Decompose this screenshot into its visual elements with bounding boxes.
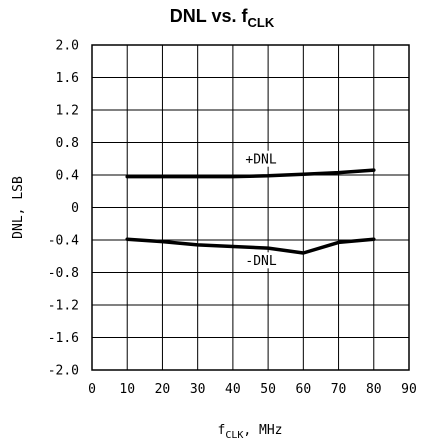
- y-tick-label: -0.4: [48, 234, 79, 249]
- x-axis-label-units: , MHz: [243, 423, 282, 438]
- x-axis-label-main: f: [217, 423, 225, 438]
- y-tick-label: -1.2: [48, 299, 79, 314]
- y-tick-label: -2.0: [48, 364, 79, 379]
- series-labels: +DNL -DNL: [240, 150, 282, 269]
- series-line-minus-dnl: [125, 237, 376, 255]
- x-tick-label: 40: [225, 382, 241, 397]
- chart-title: DNL vs. fCLK: [170, 6, 275, 30]
- y-tick-label: 1.2: [56, 104, 79, 119]
- x-tick-label: 20: [155, 382, 171, 397]
- series-line-plus-dnl: [125, 168, 376, 179]
- x-tick-label: 30: [190, 382, 206, 397]
- series-lines: [125, 168, 376, 255]
- chart-title-main: DNL vs. f: [170, 6, 249, 26]
- x-tick-label: 80: [366, 382, 382, 397]
- series-label: -DNL: [245, 254, 276, 269]
- y-tick-label: 0: [71, 201, 79, 216]
- x-tick-label: 50: [260, 382, 276, 397]
- series-label-background: [240, 150, 282, 167]
- y-tick-label: 1.6: [56, 71, 79, 86]
- x-tick-label: 60: [296, 382, 312, 397]
- y-tick-label: -0.8: [48, 266, 79, 281]
- plot-frame: [91, 44, 410, 371]
- chart-title-subscript: CLK: [247, 15, 274, 30]
- y-tick-label: 0.8: [56, 136, 79, 151]
- y-tick-label: -1.6: [48, 331, 79, 346]
- x-tick-label: 10: [119, 382, 135, 397]
- x-tick-label: 90: [401, 382, 417, 397]
- y-axis-label: DNL, LSB: [11, 176, 26, 239]
- y-tick-label: 2.0: [56, 39, 79, 54]
- y-tick-label: 0.4: [56, 169, 80, 184]
- y-tick-labels: 2.0 1.6 1.2 0.8 0.4 0 -0.4 -0.8 -1.2 -1.6 -2.0: [48, 39, 79, 379]
- x-axis-label: fCLK, MHz: [217, 423, 282, 441]
- x-tick-labels: 0 10 20 30 40 50 60 70 80 90: [88, 382, 417, 397]
- x-axis-label-subscript: CLK: [225, 430, 243, 441]
- series-label-background: [240, 252, 282, 269]
- x-tick-label: 0: [88, 382, 96, 397]
- series-label: +DNL: [245, 152, 276, 167]
- x-tick-label: 70: [331, 382, 347, 397]
- grid-lines: [92, 45, 409, 370]
